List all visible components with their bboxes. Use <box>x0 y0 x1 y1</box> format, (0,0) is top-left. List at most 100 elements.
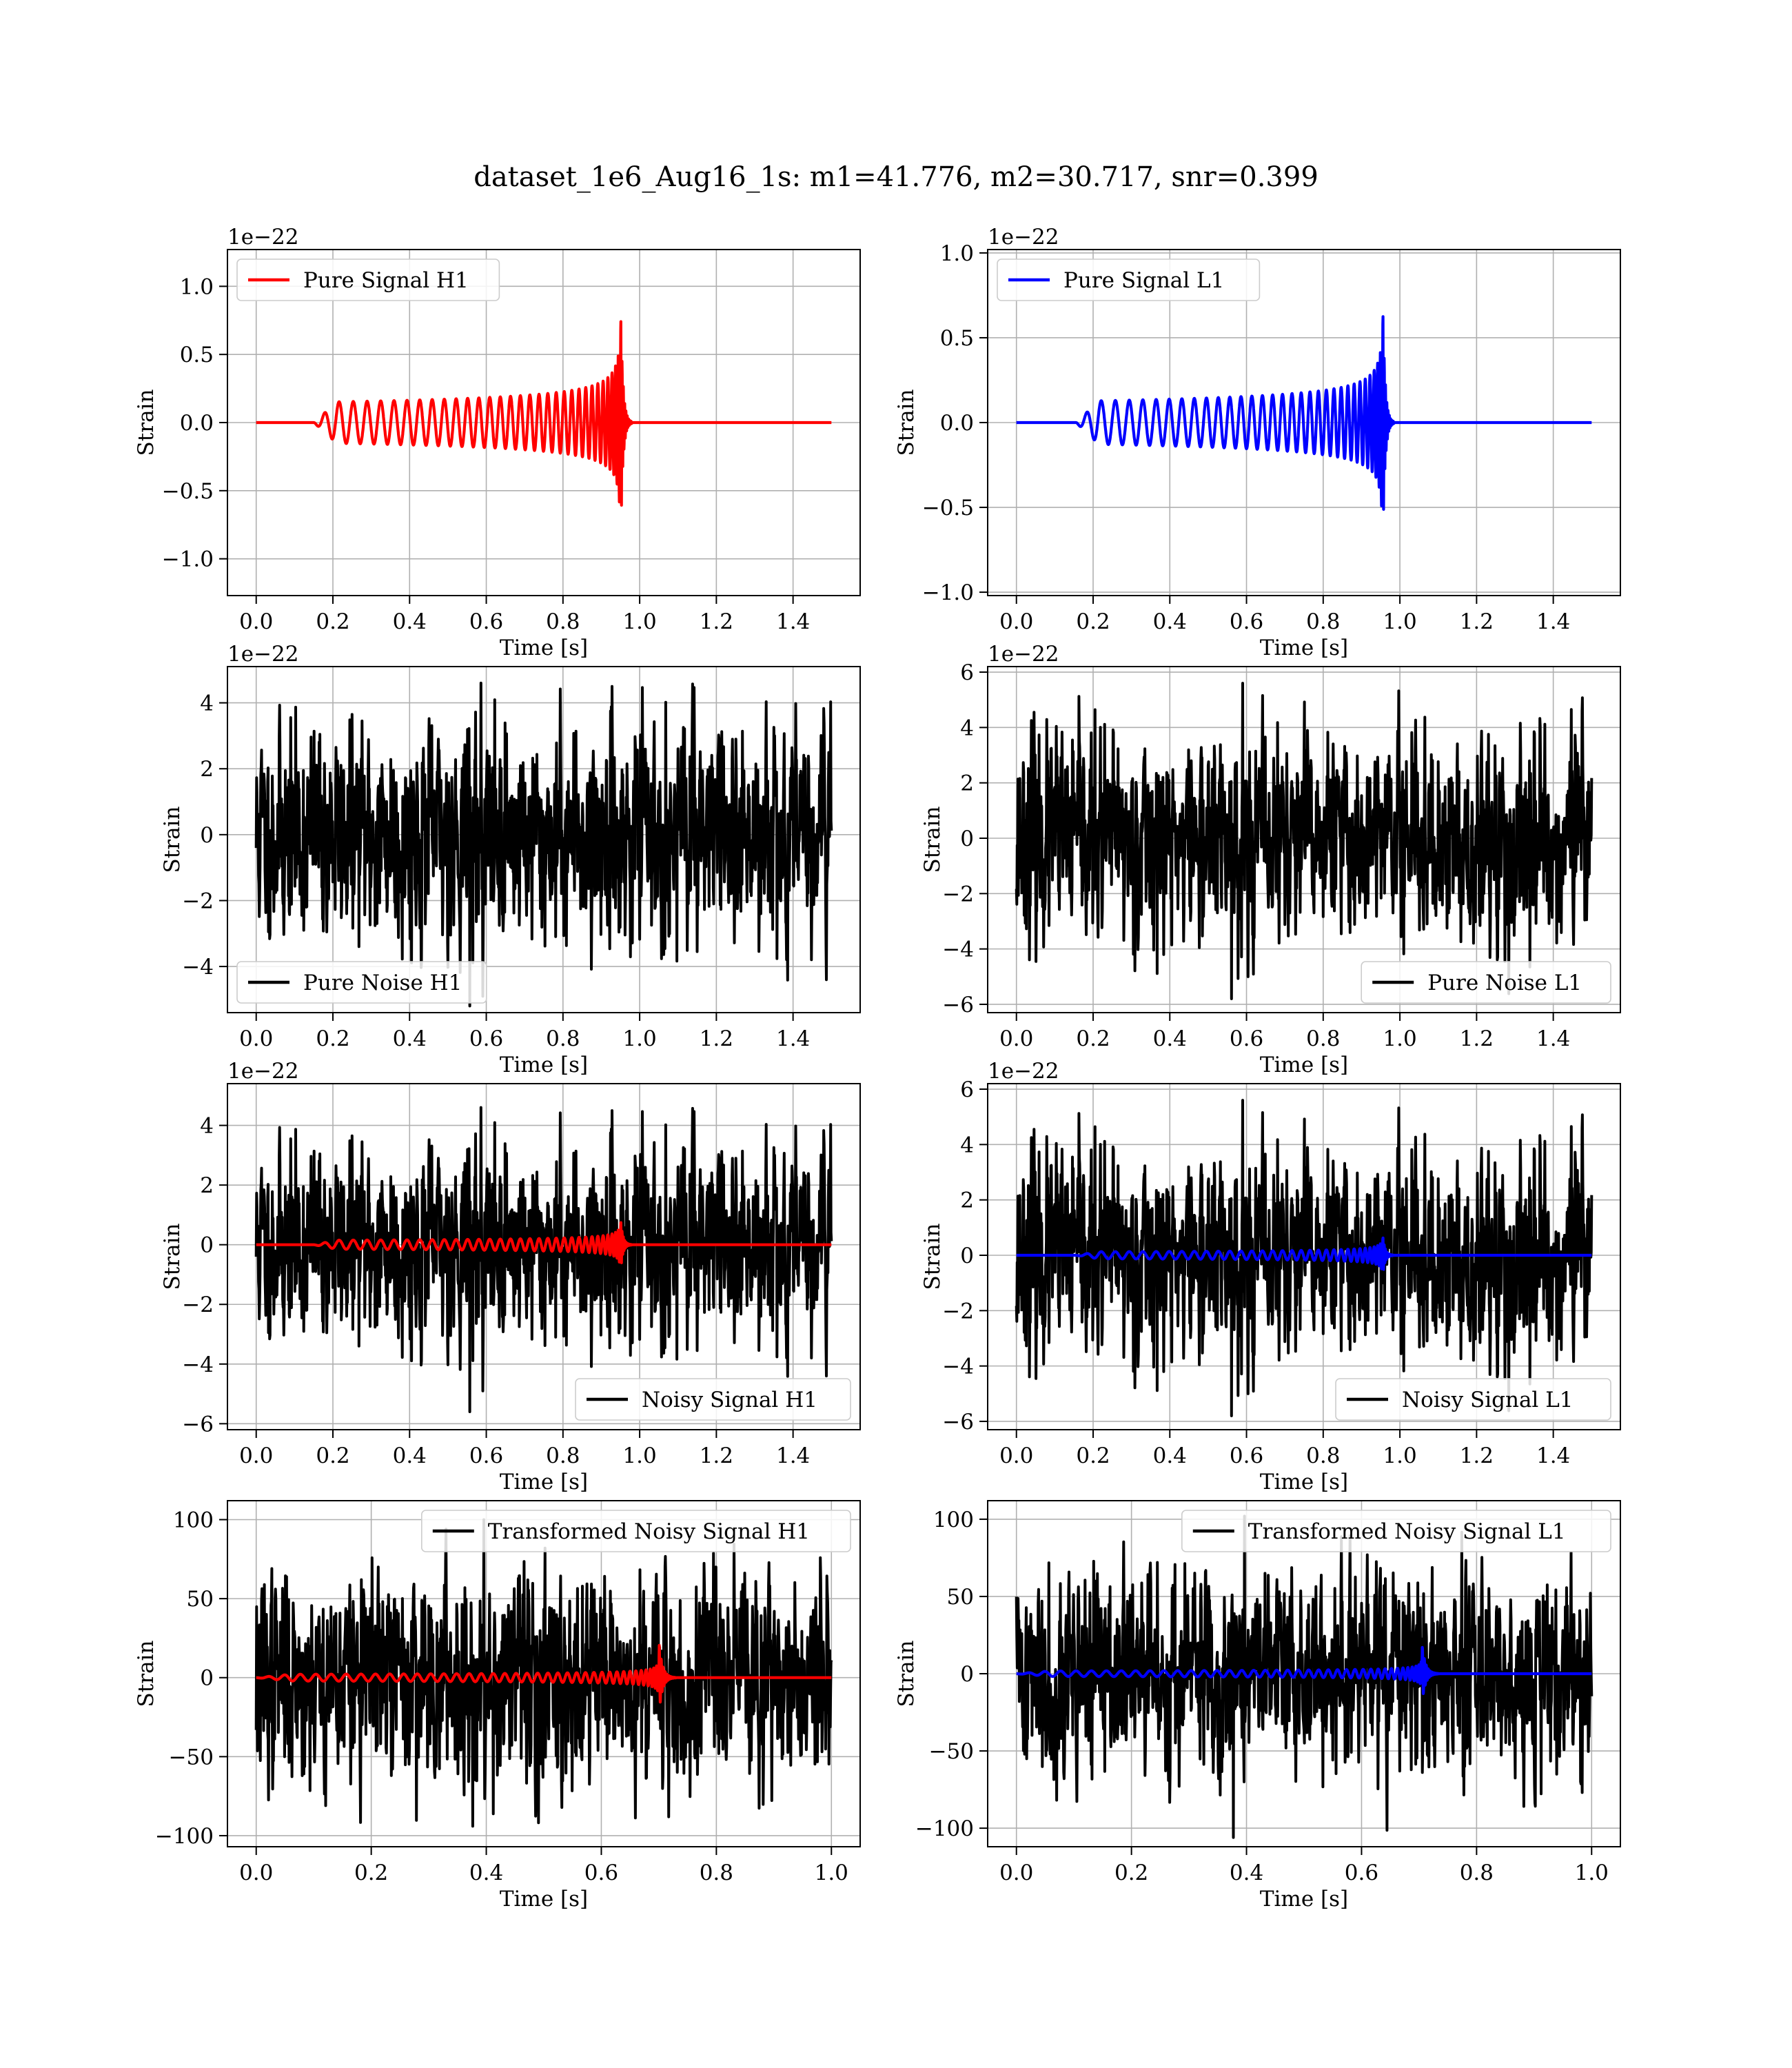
y-tick-label: 4 <box>200 691 214 716</box>
x-tick-label: 1.0 <box>1383 1443 1416 1468</box>
series-line-noise <box>1015 1099 1594 1417</box>
subplot-p1: 0.0 0.2 0.4 0.6 0.8 1.0 1.2 1.4 −1.0 −0.5 0.0 0.5 1.… <box>134 225 861 660</box>
legend: Noisy Signal L1 <box>1335 1378 1611 1421</box>
x-tick-label: 0.4 <box>393 1443 427 1468</box>
y-tick-label: 2 <box>200 1173 214 1198</box>
x-tick-label: 0.6 <box>469 609 503 634</box>
x-tick-label: 0.8 <box>1306 609 1340 634</box>
y-axis-label: Strain <box>160 807 185 873</box>
y-tick-label: 1.0 <box>940 241 974 266</box>
x-tick-label: 1.2 <box>700 1443 733 1468</box>
x-tick-label: 1.0 <box>1383 1026 1416 1051</box>
y-tick-label: 0 <box>960 827 974 851</box>
y-tick-label: 0 <box>960 1662 974 1687</box>
y-tick-label: 1.0 <box>180 274 214 299</box>
x-tick-label: 0.6 <box>1230 1443 1263 1468</box>
series-line-signal <box>254 1643 833 1704</box>
x-tick-label: 0.6 <box>469 1443 503 1468</box>
axes-frame <box>987 666 1621 1013</box>
y-tick-label: 4 <box>960 716 974 740</box>
y-tick-label: 0 <box>200 1666 214 1691</box>
x-tick-label: 0.0 <box>999 1443 1033 1468</box>
y-axis-label: Strain <box>920 807 945 873</box>
legend: Pure Signal L1 <box>997 258 1261 301</box>
x-axis-label: Time [s] <box>500 1470 588 1494</box>
x-tick-label: 0.8 <box>546 1443 580 1468</box>
y-axis-label: Strain <box>920 1224 945 1290</box>
y-tick-label: −100 <box>915 1816 974 1841</box>
legend-label: Pure Signal L1 <box>1063 268 1224 293</box>
y-tick-label: −1.0 <box>162 547 214 572</box>
y-tick-label: −100 <box>155 1824 214 1849</box>
axes-frame <box>227 1083 861 1430</box>
x-tick-label: 0.0 <box>999 1026 1033 1051</box>
y-tick-label: 0 <box>200 1233 214 1258</box>
y-tick-label: 100 <box>933 1508 974 1532</box>
y-tick-label: 0.5 <box>180 343 214 367</box>
x-tick-label: 0.0 <box>999 1861 1033 1885</box>
subplot-p8: 0.0 0.2 0.4 0.6 0.8 1.0 −100 −50 0 50 100 Time [s] S… <box>894 1500 1621 1912</box>
x-tick-label: 0.4 <box>1230 1861 1263 1885</box>
x-axis-label: Time [s] <box>500 1887 588 1912</box>
legend-box <box>420 1510 851 1552</box>
y-axis-label: Strain <box>160 1224 185 1290</box>
y-tick-label: −2 <box>182 1292 214 1317</box>
x-tick-label: 0.2 <box>316 609 349 634</box>
y-offset-text: 1e−22 <box>988 642 1059 667</box>
x-tick-label: 1.0 <box>815 1861 848 1885</box>
y-tick-label: 6 <box>960 1077 974 1102</box>
x-tick-label: 0.4 <box>1153 609 1187 634</box>
x-tick-label: 0.6 <box>1230 1026 1263 1051</box>
y-tick-label: 0 <box>960 1244 974 1268</box>
subplots: 0.0 0.2 0.4 0.6 0.8 1.0 1.2 1.4 −1.0 −0.5 0.0 0.5 1.… <box>134 225 1621 1912</box>
y-tick-label: −0.5 <box>922 496 974 520</box>
x-tick-label: 0.0 <box>999 609 1033 634</box>
y-offset-text: 1e−22 <box>227 1059 299 1084</box>
legend: Pure Noise L1 <box>1361 961 1611 1004</box>
y-offset-text: 1e−22 <box>227 225 299 250</box>
y-tick-label: 4 <box>960 1133 974 1157</box>
series-line-noise <box>254 681 833 1008</box>
x-tick-label: 0.6 <box>469 1026 503 1051</box>
legend-label: Pure Noise L1 <box>1427 971 1582 995</box>
legend-box <box>1335 1378 1611 1421</box>
y-tick-label: −4 <box>942 1355 974 1379</box>
legend-label: Noisy Signal H1 <box>642 1388 817 1412</box>
y-axis-label: Strain <box>894 1641 919 1707</box>
y-tick-label: −2 <box>942 882 974 906</box>
y-tick-label: 50 <box>187 1587 214 1612</box>
legend-label: Noisy Signal L1 <box>1402 1388 1574 1412</box>
x-tick-label: 1.2 <box>700 609 733 634</box>
x-tick-label: 1.2 <box>1460 1443 1494 1468</box>
x-tick-label: 1.2 <box>1460 609 1494 634</box>
y-tick-label: −6 <box>182 1412 214 1437</box>
x-tick-label: 1.0 <box>622 1443 656 1468</box>
y-offset-text: 1e−22 <box>988 1059 1059 1084</box>
x-axis-label: Time [s] <box>1260 636 1348 660</box>
legend: Transformed Noisy Signal H1 <box>420 1510 851 1552</box>
subplot-p5: 0.0 0.2 0.4 0.6 0.8 1.0 1.2 1.4 −6 −4 −2 0 2 4 Time [s… <box>160 1059 861 1494</box>
y-offset-text: 1e−22 <box>227 642 299 667</box>
y-axis-label: Strain <box>894 389 919 456</box>
x-tick-label: 1.2 <box>1460 1026 1494 1051</box>
y-tick-label: 6 <box>960 660 974 685</box>
y-tick-label: 2 <box>200 757 214 782</box>
legend-label: Pure Signal H1 <box>303 268 469 293</box>
legend-box <box>236 961 487 1004</box>
x-tick-label: 1.4 <box>776 1443 810 1468</box>
x-tick-label: 0.4 <box>393 1026 427 1051</box>
y-tick-label: 0.0 <box>180 411 214 436</box>
axes-frame <box>987 1083 1621 1430</box>
series-line-signal <box>1015 315 1594 511</box>
x-tick-label: 0.0 <box>239 1861 273 1885</box>
series-line-signal <box>1015 1236 1594 1271</box>
y-tick-label: 4 <box>200 1114 214 1139</box>
y-tick-label: 2 <box>960 1188 974 1213</box>
x-tick-label: 0.2 <box>316 1026 349 1051</box>
legend-box <box>236 258 500 301</box>
y-tick-label: 2 <box>960 771 974 796</box>
series-line-noise <box>254 1518 833 1828</box>
y-axis-label: Strain <box>134 389 159 456</box>
x-tick-label: 0.2 <box>316 1443 349 1468</box>
